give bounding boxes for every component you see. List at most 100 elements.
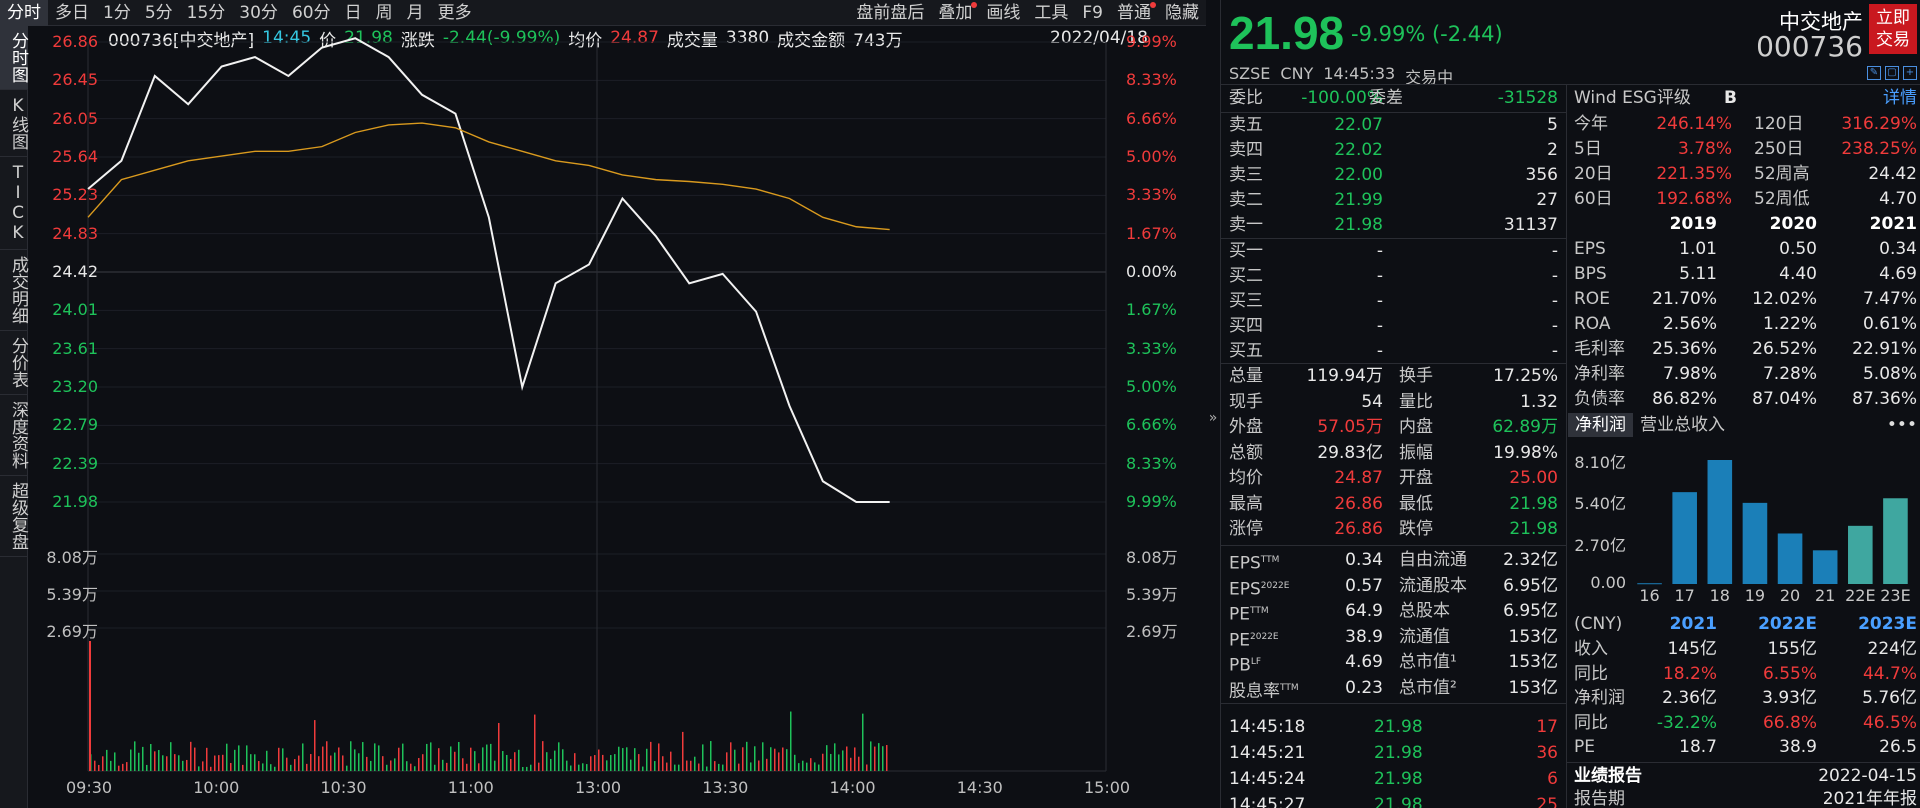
volume-bar xyxy=(494,760,496,771)
tab-10[interactable]: 更多 xyxy=(437,2,472,23)
ask-volume: 5 xyxy=(1547,115,1558,135)
volume-bar xyxy=(662,756,664,771)
tab-1[interactable]: 多日 xyxy=(55,2,89,23)
tab-9[interactable]: 月 xyxy=(406,2,424,23)
tool-1[interactable]: 叠加 xyxy=(931,0,979,26)
stat-row-value2: 1.32 xyxy=(1520,391,1558,412)
intraday-chart[interactable]: 000736[中交地产] 14:45 价 21.98 涨跌 -2.44(-9.9… xyxy=(28,26,1206,808)
x-tick: 11:00 xyxy=(447,778,494,797)
stat-row-label2: 跌停 xyxy=(1399,519,1433,539)
esg-detail-link[interactable]: 详情 xyxy=(1883,88,1917,108)
volume-bar xyxy=(710,741,712,771)
tab-2[interactable]: 1分 xyxy=(103,2,131,23)
volume-bar xyxy=(386,764,388,771)
fundamental-value2: 153亿 xyxy=(1508,626,1558,647)
tool-0[interactable]: 盘前盘后 xyxy=(856,2,925,23)
bid-row[interactable]: 买二 - - xyxy=(1229,264,1558,289)
tool-4[interactable]: F9 xyxy=(1082,2,1103,23)
bar-tab-0[interactable]: 净利润 xyxy=(1568,413,1633,437)
volume-bar xyxy=(642,766,644,771)
volume-bar xyxy=(266,750,268,771)
tab-8[interactable]: 周 xyxy=(375,2,393,23)
left-menu-item-3[interactable]: 成交明细 xyxy=(0,250,28,331)
volume-bar xyxy=(682,731,684,771)
fin-label: ROE xyxy=(1574,289,1610,309)
stat-row-value2: 19.98% xyxy=(1493,442,1558,463)
add-icon[interactable]: + xyxy=(1903,66,1917,80)
volume-bar xyxy=(254,754,256,771)
fin-value: 1.01 xyxy=(1679,239,1717,259)
more-menu-icon[interactable]: ••• xyxy=(1886,415,1917,435)
left-menu-item-0[interactable]: 分时图 xyxy=(0,26,28,90)
tool-3[interactable]: 工具 xyxy=(1034,2,1069,23)
left-menu-item-1[interactable]: K线图 xyxy=(0,90,28,157)
tab-3[interactable]: 5分 xyxy=(144,2,173,23)
stat-row-label2: 内盘 xyxy=(1399,417,1433,437)
chart-avg-label: 均价 xyxy=(568,30,603,51)
price-line xyxy=(87,37,890,503)
fin-row: 毛利率 25.36% 26.52% 22.91% xyxy=(1574,337,1917,362)
collapse-panel-button[interactable]: » xyxy=(1208,410,1218,426)
tool-2[interactable]: 画线 xyxy=(986,2,1021,23)
y-tick-right: 1.67% xyxy=(1126,223,1177,243)
ask-row[interactable]: 卖二 21.99 27 xyxy=(1229,188,1558,213)
tab-6[interactable]: 60分 xyxy=(291,2,331,23)
ask-row[interactable]: 卖三 22.00 356 xyxy=(1229,163,1558,188)
volume-bar xyxy=(326,741,328,771)
bar-chart-tabs: 净利润 营业总收入 ••• xyxy=(1568,413,1917,437)
report-row: 业绩报告 2022-04-15 xyxy=(1574,764,1917,788)
fin-year-header: 2019 2020 2021 xyxy=(1574,212,1917,236)
volume-bar xyxy=(846,746,848,771)
tab-4[interactable]: 15分 xyxy=(186,2,226,23)
stat-row: 均价 24.87 开盘 25.00 xyxy=(1229,466,1558,491)
volume-bar xyxy=(110,760,112,771)
volume-bar xyxy=(158,750,160,771)
volume-bar xyxy=(230,762,232,771)
volume-bar xyxy=(694,756,696,771)
divider xyxy=(1221,545,1566,546)
volume-bar xyxy=(418,758,420,771)
left-menu-item-6[interactable]: 超级复盘 xyxy=(0,476,28,557)
perf-row: 60日 192.68% 52周低 4.70 xyxy=(1574,187,1917,212)
volume-bar xyxy=(194,747,196,771)
volume-bar xyxy=(526,766,528,771)
tab-7[interactable]: 日 xyxy=(344,2,362,23)
left-menu-item-5[interactable]: 深度资料 xyxy=(0,395,28,476)
tab-5[interactable]: 30分 xyxy=(239,2,278,23)
tool-5[interactable]: 普通 xyxy=(1110,0,1158,26)
fundamental-row: 股息率TTM 0.23 总市值² 153亿 xyxy=(1229,676,1558,702)
fin-label: ROA xyxy=(1574,314,1611,334)
ask-row[interactable]: 卖一 21.98 31137 xyxy=(1229,213,1558,238)
left-menu-item-4[interactable]: 分价表 xyxy=(0,331,28,395)
stat-row-label1: 现手 xyxy=(1229,391,1263,412)
bid-row[interactable]: 买四 - - xyxy=(1229,314,1558,339)
tab-0[interactable]: 分时 xyxy=(0,0,48,26)
forecast-head: 2022E xyxy=(1758,614,1817,634)
stat-row-value2: 21.98 xyxy=(1509,493,1558,514)
forecast-value: 46.5% xyxy=(1862,712,1917,733)
fin-row: BPS 5.11 4.40 4.69 xyxy=(1574,262,1917,287)
ask-row[interactable]: 卖五 22.07 5 xyxy=(1229,113,1558,138)
forecast-row: PE 18.7 38.9 26.5 xyxy=(1574,735,1917,759)
avg-price-line xyxy=(87,122,890,231)
volume-bar xyxy=(530,764,532,771)
volume-bar xyxy=(142,746,144,771)
window-icon[interactable]: ▢ xyxy=(1885,66,1899,80)
trade-now-button[interactable]: 立即交易 xyxy=(1869,4,1917,54)
bar-tab-1[interactable]: 营业总收入 xyxy=(1640,415,1725,435)
bid-price: - xyxy=(1376,291,1383,311)
bid-row[interactable]: 买三 - - xyxy=(1229,289,1558,314)
perf-value2: 316.29% xyxy=(1841,114,1917,134)
vol-tick-right: 8.08万 xyxy=(1126,548,1178,567)
bid-row[interactable]: 买五 - - xyxy=(1229,339,1558,364)
y-tick-left: 24.83 xyxy=(52,223,98,243)
left-menu-item-2[interactable]: TICK xyxy=(0,157,28,250)
forecast-label: PE xyxy=(1574,737,1595,757)
fin-row: ROA 2.56% 1.22% 0.61% xyxy=(1574,312,1917,337)
ask-row[interactable]: 卖四 22.02 2 xyxy=(1229,138,1558,163)
fundamental-label-sub: TTM xyxy=(1250,606,1269,616)
tool-6[interactable]: 隐藏 xyxy=(1165,2,1199,23)
volume-bar xyxy=(198,766,200,771)
edit-icon[interactable]: ✎ xyxy=(1867,66,1881,80)
bid-row[interactable]: 买一 - - xyxy=(1229,239,1558,264)
